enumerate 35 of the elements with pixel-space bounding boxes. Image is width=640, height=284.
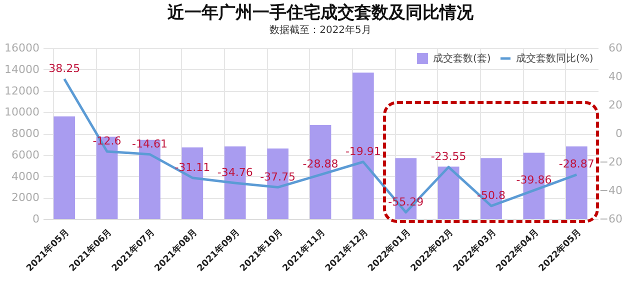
y2-tick-label: 40 [608, 70, 622, 83]
data-label: -37.75 [260, 170, 296, 184]
chart-title: 近一年广州一手住宅成交套数及同比情况 [166, 3, 474, 23]
data-label: -19.91 [345, 144, 381, 158]
y-tick-label: 14000 [4, 62, 40, 76]
y2-tick-label: −60 [599, 212, 622, 226]
y2-tick-label: −40 [599, 184, 622, 197]
data-label: 38.25 [48, 62, 80, 75]
data-label: -31.11 [174, 160, 210, 174]
y-tick-label: 4000 [12, 170, 40, 183]
data-label: -28.87 [558, 158, 594, 171]
data-label: -12.6 [92, 134, 122, 148]
chart-subtitle: 数据截至：2022年5月 [270, 24, 372, 36]
data-label: -14.61 [132, 137, 168, 150]
y2-tick-label: 0 [616, 127, 622, 140]
y-tick-label: 0 [32, 212, 40, 226]
y-tick-label: 8000 [12, 127, 40, 140]
data-label: -55.29 [388, 195, 424, 208]
y-tick-label: 16000 [4, 42, 40, 54]
legend-label: 成交套数(套) [433, 52, 491, 64]
bar [54, 116, 76, 219]
data-label: -39.86 [516, 173, 552, 186]
y-tick-label: 10000 [4, 106, 40, 119]
bar [438, 166, 460, 219]
data-label: -28.88 [302, 158, 338, 171]
y-tick-label: 6000 [12, 148, 40, 162]
y2-tick-label: 60 [608, 42, 622, 54]
y-tick-label: 2000 [12, 191, 40, 204]
data-label: -23.55 [430, 150, 466, 164]
y2-tick-label: −20 [599, 156, 622, 168]
y2-tick-label: 20 [608, 98, 622, 112]
legend-label: 成交套数同比(%) [516, 52, 594, 64]
data-label: -50.8 [477, 188, 506, 202]
y-tick-label: 12000 [4, 84, 40, 98]
data-label: -34.76 [217, 166, 253, 180]
